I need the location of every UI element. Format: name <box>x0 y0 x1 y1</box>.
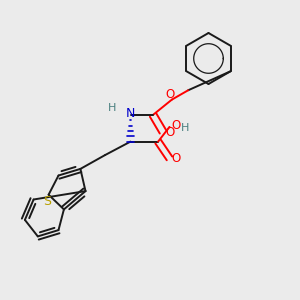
Text: O: O <box>166 126 175 139</box>
Text: H: H <box>108 103 117 113</box>
Text: N: N <box>126 107 135 120</box>
Text: H: H <box>181 123 189 134</box>
Text: O: O <box>172 152 181 165</box>
Text: O: O <box>166 88 175 101</box>
Text: O: O <box>171 119 180 132</box>
Text: S: S <box>43 195 51 208</box>
